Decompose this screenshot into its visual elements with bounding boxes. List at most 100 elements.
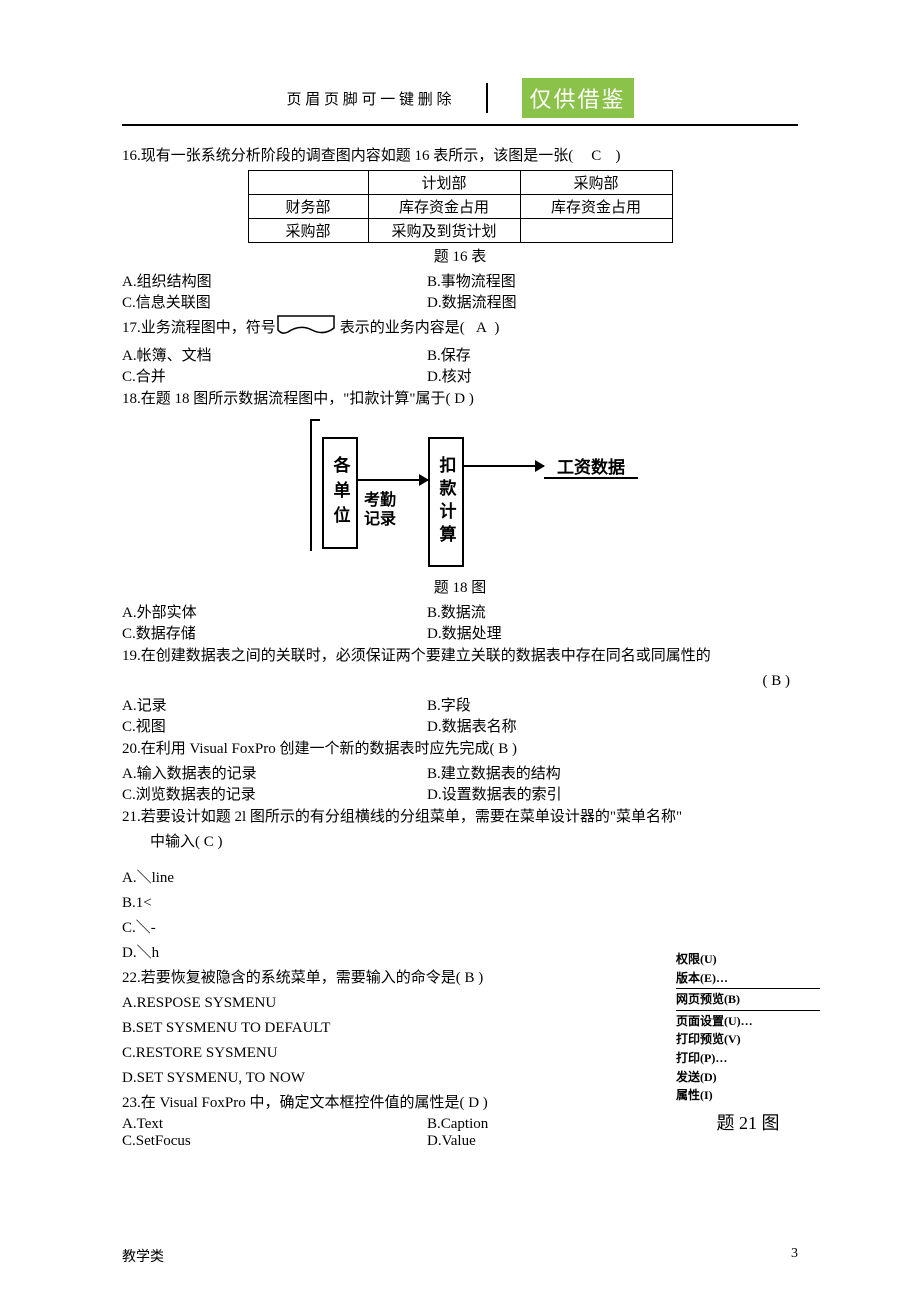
choice-row: A.外部实体 B.数据流 [122, 601, 798, 622]
choice-row: C.视图 D.数据表名称 [122, 715, 798, 736]
arrow-icon [464, 465, 544, 467]
header-title: 页 眉 页 脚 可 一 键 删 除 [286, 88, 451, 109]
q16-choice-a: A.组织结构图 [122, 270, 427, 291]
q16-table-wrap: 计划部 采购部 财务部 库存资金占用 库存资金占用 采购部 采购及到货计划 题 … [122, 170, 798, 270]
menu-item: 属性(I) [676, 1086, 820, 1105]
divider-icon [676, 988, 820, 989]
q17-answer: A [465, 316, 495, 340]
q18-caption: 题 18 图 [122, 576, 798, 597]
q20-choice-b: B.建立数据表的结构 [427, 762, 798, 783]
table-cell: 财务部 [248, 195, 368, 219]
table-cell: 库存资金占用 [368, 195, 520, 219]
footer-left: 教学类 [122, 1246, 164, 1266]
q16-table: 计划部 采购部 财务部 库存资金占用 库存资金占用 采购部 采购及到货计划 [248, 170, 673, 243]
q22-stem: 22.若要恢复被隐含的系统菜单，需要输入的命令是( B ) [122, 966, 642, 990]
menu-item: 权限(U) [676, 950, 820, 969]
q16-choice-b: B.事物流程图 [427, 270, 798, 291]
q23-stem: 23.在 Visual FoxPro 中，确定文本框控件值的属性是( D ) [122, 1091, 642, 1115]
q18-stem: 18.在题 18 图所示数据流程图中，"扣款计算"属于( D ) [122, 387, 798, 411]
q16-choice-c: C.信息关联图 [122, 291, 427, 312]
menu-item: 打印(P)… [676, 1049, 820, 1068]
q17-before: 17.业务流程图中，符号 [122, 316, 276, 340]
q16-caption: 题 16 表 [434, 245, 487, 266]
header-divider [486, 83, 488, 113]
menu-item: 打印预览(V) [676, 1030, 820, 1049]
arrow-icon [358, 479, 428, 481]
q21-choice-a: A.＼line [122, 866, 642, 890]
menu-item: 版本(E)… [676, 969, 820, 988]
q18-choice-d: D.数据处理 [427, 622, 798, 643]
fig18-calc-box: 扣款计算 [428, 437, 464, 567]
q21-figure: 权限(U) 版本(E)… 网页预览(B) 页面设置(U)… 打印预览(V) 打印… [676, 950, 820, 1135]
table-cell: 采购部 [520, 171, 672, 195]
q17-close: ) [494, 316, 499, 340]
q21-line2: 中输入( C ) [122, 830, 798, 854]
fig18-data-box: 工资数据 [544, 453, 638, 479]
choice-row: A.帐簿、文档 B.保存 [122, 344, 798, 365]
header-stamp: 仅供借鉴 [522, 78, 634, 118]
q17-choice-c: C.合并 [122, 365, 427, 386]
divider-icon [676, 1010, 820, 1011]
q17-choice-d: D.核对 [427, 365, 798, 386]
q19-answer-line: ( B ) [122, 669, 798, 693]
q21-choice-b: B.1< [122, 891, 642, 915]
q20-choice-d: D.设置数据表的索引 [427, 783, 798, 804]
q18-choice-a: A.外部实体 [122, 601, 427, 622]
choice-row: C.合并 D.核对 [122, 365, 798, 386]
q22-choice-c: C.RESTORE SYSMENU [122, 1041, 642, 1065]
q20-choice-a: A.输入数据表的记录 [122, 762, 427, 783]
q22-choice-d: D.SET SYSMENU, TO NOW [122, 1066, 642, 1090]
choice-row: A.输入数据表的记录 B.建立数据表的结构 [122, 762, 798, 783]
q21-line1: 21.若要设计如题 2l 图所示的有分组横线的分组菜单，需要在菜单设计器的"菜单… [122, 805, 798, 829]
q20-choice-c: C.浏览数据表的记录 [122, 783, 427, 804]
table-cell [520, 219, 672, 243]
choice-row: C.数据存储 D.数据处理 [122, 622, 798, 643]
q17-stem: 17.业务流程图中，符号 表示的业务内容是( A ) [122, 312, 798, 344]
q21-choice-c: C.＼- [122, 916, 642, 940]
choice-row: A.记录 B.字段 [122, 694, 798, 715]
choice-row: C.浏览数据表的记录 D.设置数据表的索引 [122, 783, 798, 804]
q17-choice-b: B.保存 [427, 344, 798, 365]
q23-choice-d: D.Value [427, 1133, 642, 1150]
q18-choice-c: C.数据存储 [122, 622, 427, 643]
table-cell: 采购及到货计划 [368, 219, 520, 243]
q21-q23-block: A.＼line B.1< C.＼- D.＼h 22.若要恢复被隐含的系统菜单，需… [122, 866, 642, 1150]
q21-fig-caption: 题 21 图 [676, 1109, 820, 1135]
table-cell [248, 171, 368, 195]
menu-item: 页面设置(U)… [676, 1012, 820, 1031]
choice-row: C.SetFocus D.Value [122, 1133, 642, 1150]
q23-choice-c: C.SetFocus [122, 1133, 427, 1150]
choice-row: A.Text B.Caption [122, 1116, 642, 1133]
q19-stem: 19.在创建数据表之间的关联时，必须保证两个要建立关联的数据表中存在同名或同属性… [122, 644, 798, 668]
q16-choice-d: D.数据流程图 [427, 291, 798, 312]
page-header: 页 眉 页 脚 可 一 键 删 除 仅供借鉴 [122, 78, 798, 126]
choice-row: C.信息关联图 D.数据流程图 [122, 291, 798, 312]
q16-before: 16.现有一张系统分析阶段的调查图内容如题 16 表所示，该图是一张( [122, 148, 573, 164]
q19-choice-c: C.视图 [122, 715, 427, 736]
bracket-icon [310, 419, 320, 551]
table-cell: 库存资金占用 [520, 195, 672, 219]
spacer [122, 855, 798, 865]
q17-choice-a: A.帐簿、文档 [122, 344, 427, 365]
q21-choice-d: D.＼h [122, 941, 642, 965]
footer-page-number: 3 [791, 1246, 798, 1266]
q18-choice-b: B.数据流 [427, 601, 798, 622]
q19-choice-b: B.字段 [427, 694, 798, 715]
q20-stem: 20.在利用 Visual FoxPro 创建一个新的数据表时应先完成( B ) [122, 737, 798, 761]
q19-choice-d: D.数据表名称 [427, 715, 798, 736]
q22-choice-b: B.SET SYSMENU TO DEFAULT [122, 1016, 642, 1040]
document-shape-icon [276, 312, 338, 344]
choice-row: A.组织结构图 B.事物流程图 [122, 270, 798, 291]
q16-answer: C [577, 148, 612, 164]
table-cell: 采购部 [248, 219, 368, 243]
q23-choice-b: B.Caption [427, 1116, 642, 1133]
fig18-unit-box: 各单位 [322, 437, 358, 549]
page-footer: 教学类 3 [122, 1246, 798, 1266]
fig18-kq-label: 考勤记录 [364, 491, 404, 529]
q19-choice-a: A.记录 [122, 694, 427, 715]
menu-item: 发送(D) [676, 1068, 820, 1087]
q16-after: ) [616, 148, 621, 164]
q16-stem: 16.现有一张系统分析阶段的调查图内容如题 16 表所示，该图是一张( C ) [122, 144, 798, 168]
table-cell: 计划部 [368, 171, 520, 195]
q23-choice-a: A.Text [122, 1116, 427, 1133]
